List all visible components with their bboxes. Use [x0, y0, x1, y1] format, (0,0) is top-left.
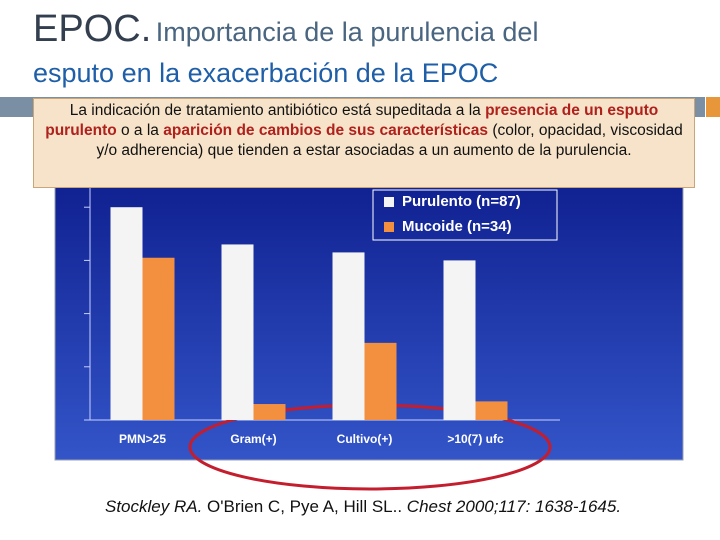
bar	[443, 260, 476, 420]
legend-label: Mucoide (n=34)	[402, 218, 512, 235]
bar	[332, 252, 365, 420]
legend-swatch	[384, 222, 394, 232]
citation: Stockley RA. O'Brien C, Pye A, Hill SL..…	[105, 497, 621, 517]
header-square	[706, 97, 720, 117]
callout-highlight: aparición de cambios de sus característi…	[163, 122, 489, 139]
callout-highlight: presencia de un esputo purulento	[45, 102, 659, 139]
bar	[475, 401, 508, 420]
bar	[253, 404, 286, 420]
bar	[221, 244, 254, 420]
x-tick-label: Cultivo(+)	[337, 432, 393, 446]
callout-text: (color, opacidad, viscosidad y/o adheren…	[96, 122, 683, 159]
bar	[110, 207, 143, 420]
callout-text: La indicación de tratamiento antibiótico…	[69, 102, 486, 119]
title-main: EPOC.	[33, 8, 152, 50]
legend-swatch	[384, 197, 394, 207]
legend-label: Purulento (n=87)	[402, 193, 521, 210]
title-line2: esputo en la exacerbación de la EPOC	[33, 58, 499, 88]
callout: La indicación de tratamiento antibiótico…	[33, 98, 695, 188]
citation-author: Stockley RA.	[105, 497, 203, 516]
x-tick-label: PMN>25	[119, 432, 166, 446]
legend-box	[372, 189, 558, 241]
title-rest: Importancia de la purulencia del	[155, 17, 539, 47]
callout-text: o a la	[116, 122, 164, 139]
slide-title: EPOC. Importancia de la purulencia del	[33, 8, 538, 51]
bar	[364, 342, 397, 420]
citation-authors: O'Brien C, Pye A, Hill SL..	[202, 497, 407, 516]
x-tick-label: >10(7) ufc	[447, 432, 504, 446]
citation-journal: Chest 2000;117: 1638-1645.	[406, 497, 622, 516]
bar	[142, 257, 175, 420]
x-tick-label: Gram(+)	[230, 432, 276, 446]
